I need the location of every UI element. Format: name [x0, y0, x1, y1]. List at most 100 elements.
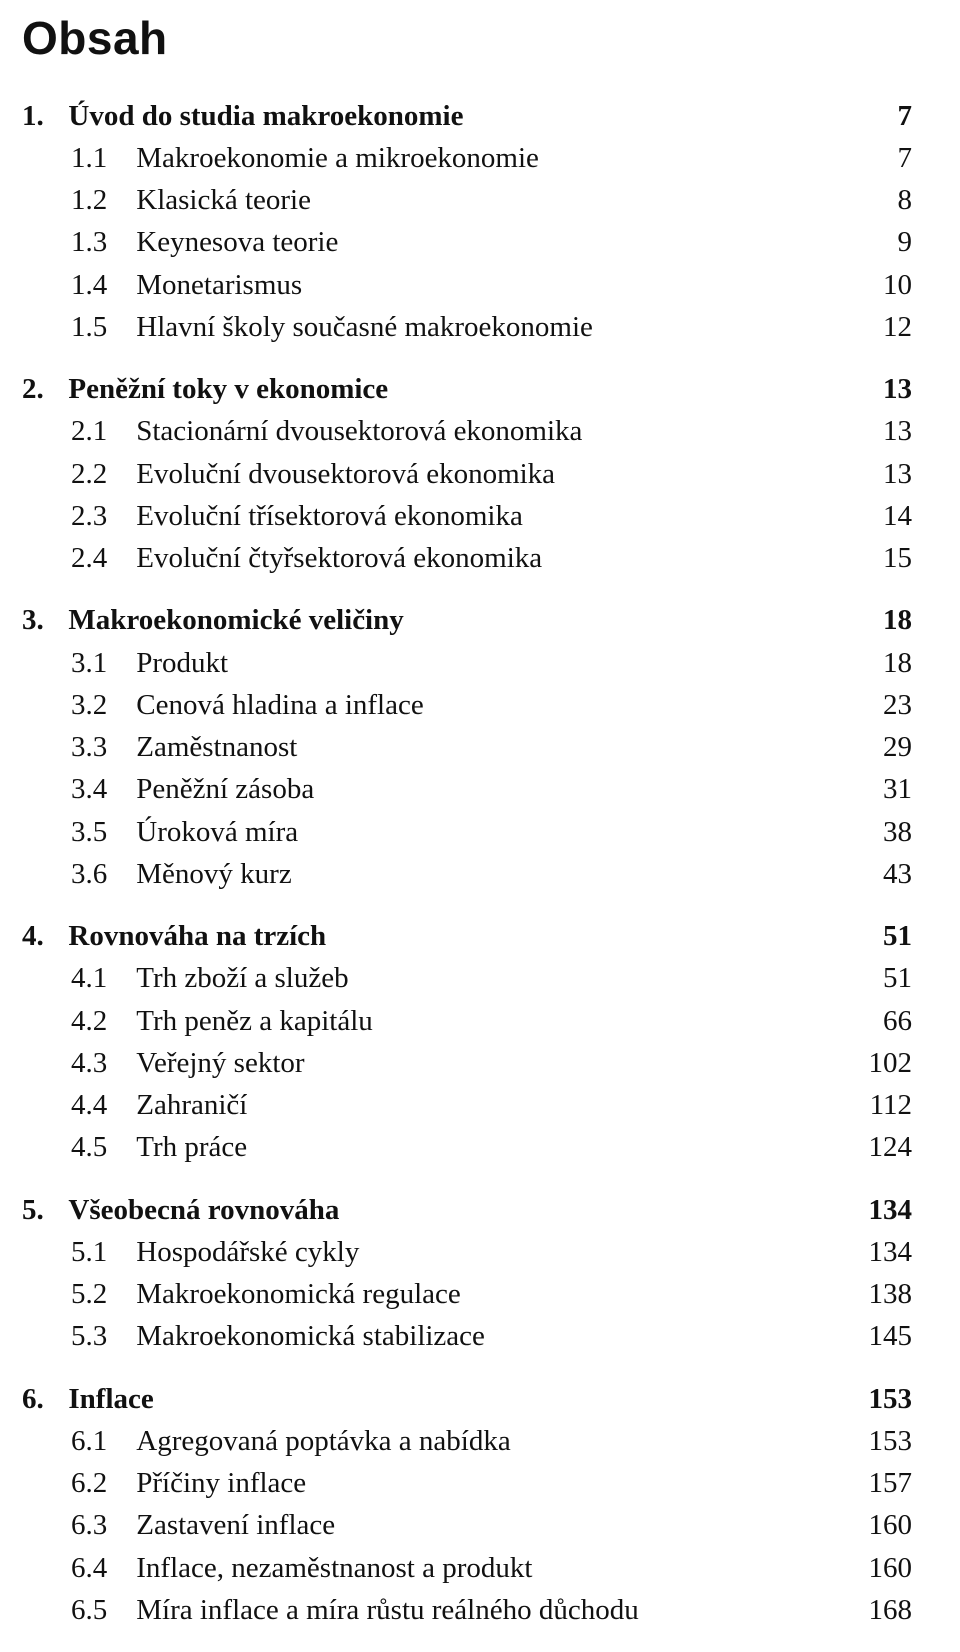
toc-entry-label: Produkt [136, 645, 228, 681]
toc-entry-page: 66 [825, 1003, 912, 1039]
toc-chapter-row: 3.Makroekonomické veličiny18 [22, 602, 912, 638]
toc-sub-row: 6.2Příčiny inflace157 [22, 1465, 912, 1501]
toc-entry-page: 13 [825, 456, 912, 492]
toc-entry-label: Úroková míra [136, 814, 298, 850]
section-gap [22, 898, 912, 912]
toc-entry-page: 138 [825, 1276, 912, 1312]
toc-sub-row: 1.1Makroekonomie a mikroekonomie7 [22, 140, 912, 176]
toc-sub-row: 3.2Cenová hladina a inflace 23 [22, 687, 912, 723]
page-title: Obsah [22, 10, 912, 68]
toc-entry-page: 15 [825, 540, 912, 576]
toc-entry-label: Rovnováha na trzích [68, 918, 326, 954]
toc-entry-number: 5. [22, 1192, 68, 1228]
toc-entry-label: Makroekonomie a mikroekonomie [136, 140, 539, 176]
toc-entry-number: 3.6 [71, 856, 136, 892]
toc-entry-number: 3.4 [71, 771, 136, 807]
toc-entry-page: 9 [825, 224, 912, 260]
toc-entry-label: Trh zboží a služeb [136, 960, 348, 996]
toc-entry-number: 4.2 [71, 1003, 136, 1039]
toc-entry-page: 14 [825, 498, 912, 534]
toc-sub-row: 4.1Trh zboží a služeb51 [22, 960, 912, 996]
toc-entry-label: Stacionární dvousektorová ekonomika [136, 413, 582, 449]
toc-entry-label: Trh práce [136, 1129, 247, 1165]
toc-entry-label: Makroekonomické veličiny [68, 602, 403, 638]
toc-entry-label: Měnový kurz [136, 856, 291, 892]
toc-entry-number: 6.4 [71, 1550, 136, 1586]
section-gap [22, 351, 912, 365]
toc-sub-row: 1.5Hlavní školy současné makroekonomie12 [22, 309, 912, 345]
toc-entry-number: 3.1 [71, 645, 136, 681]
toc-entry-page: 168 [825, 1592, 912, 1628]
toc-sub-row: 1.4Monetarismus 10 [22, 267, 912, 303]
toc-chapter-row: 5.Všeobecná rovnováha134 [22, 1192, 912, 1228]
toc-sub-row: 3.4Peněžní zásoba 31 [22, 771, 912, 807]
toc-entry-page: 31 [825, 771, 912, 807]
toc-entry-number: 1.1 [71, 140, 136, 176]
toc-entry-number: 2.3 [71, 498, 136, 534]
toc-entry-label: Monetarismus [136, 267, 302, 303]
toc-entry-number: 1.3 [71, 224, 136, 260]
toc-sub-row: 1.2Klasická teorie8 [22, 182, 912, 218]
section-gap [22, 582, 912, 596]
toc-sub-row: 3.6Měnový kurz43 [22, 856, 912, 892]
toc-entry-number: 4. [22, 918, 68, 954]
toc-sub-row: 4.3Veřejný sektor102 [22, 1045, 912, 1081]
section-gap [22, 1172, 912, 1186]
toc-entry-page: 10 [825, 267, 912, 303]
toc-entry-page: 51 [825, 918, 912, 954]
toc-chapter-row: 2.Peněžní toky v ekonomice13 [22, 371, 912, 407]
toc-entry-label: Cenová hladina a inflace [136, 687, 423, 723]
toc-entry-page: 13 [825, 413, 912, 449]
toc-chapter-row: 1.Úvod do studia makroekonomie7 [22, 98, 912, 134]
toc-entry-number: 6.3 [71, 1507, 136, 1543]
toc-entry-label: Příčiny inflace [136, 1465, 306, 1501]
toc-entry-page: 160 [825, 1507, 912, 1543]
toc-chapter-row: 6.Inflace153 [22, 1381, 912, 1417]
toc-entry-label: Evoluční třísektorová ekonomika [136, 498, 523, 534]
toc-sub-row: 4.2Trh peněz a kapitálu66 [22, 1003, 912, 1039]
toc-entry-page: 23 [825, 687, 912, 723]
toc-sub-row: 2.4Evoluční čtyřsektorová ekonomika15 [22, 540, 912, 576]
toc-sub-row: 5.3Makroekonomická stabilizace145 [22, 1318, 912, 1354]
toc-entry-label: Keynesova teorie [136, 224, 338, 260]
toc-sub-row: 6.5Míra inflace a míra růstu reálného dů… [22, 1592, 912, 1628]
toc-sub-row: 5.2Makroekonomická regulace 138 [22, 1276, 912, 1312]
toc-entry-number: 5.3 [71, 1318, 136, 1354]
toc-entry-label: Evoluční dvousektorová ekonomika [136, 456, 555, 492]
toc-entry-number: 4.4 [71, 1087, 136, 1123]
toc-entry-page: 160 [825, 1550, 912, 1586]
toc-sub-row: 1.3Keynesova teorie 9 [22, 224, 912, 260]
toc-chapter-row: 4.Rovnováha na trzích 51 [22, 918, 912, 954]
toc-entry-page: 8 [825, 182, 912, 218]
toc-entry-label: Míra inflace a míra růstu reálného důcho… [136, 1592, 638, 1628]
toc-entry-page: 29 [825, 729, 912, 765]
toc-entry-number: 5.2 [71, 1276, 136, 1312]
toc-entry-label: Peněžní zásoba [136, 771, 314, 807]
toc-sub-row: 6.3Zastavení inflace160 [22, 1507, 912, 1543]
toc-entry-number: 1.4 [71, 267, 136, 303]
toc-entry-number: 3. [22, 602, 68, 638]
toc-sub-row: 6.1Agregovaná poptávka a nabídka153 [22, 1423, 912, 1459]
toc-entry-number: 1.2 [71, 182, 136, 218]
toc-entry-page: 102 [825, 1045, 912, 1081]
toc-entry-label: Zahraničí [136, 1087, 247, 1123]
toc-entry-page: 13 [825, 371, 912, 407]
toc-entry-label: Hlavní školy současné makroekonomie [136, 309, 593, 345]
toc-sub-row: 2.2Evoluční dvousektorová ekonomika13 [22, 456, 912, 492]
toc-entry-label: Veřejný sektor [136, 1045, 304, 1081]
toc-entry-number: 6.5 [71, 1592, 136, 1628]
toc-sub-row: 2.3Evoluční třísektorová ekonomika 14 [22, 498, 912, 534]
toc-list: 1.Úvod do studia makroekonomie71.1Makroe… [22, 98, 912, 1629]
toc-entry-number: 3.2 [71, 687, 136, 723]
toc-entry-number: 5.1 [71, 1234, 136, 1270]
toc-entry-page: 12 [825, 309, 912, 345]
toc-entry-number: 3.5 [71, 814, 136, 850]
toc-entry-label: Hospodářské cykly [136, 1234, 359, 1270]
toc-entry-label: Makroekonomická regulace [136, 1276, 461, 1312]
toc-entry-number: 4.5 [71, 1129, 136, 1165]
toc-entry-number: 6. [22, 1381, 68, 1417]
toc-entry-page: 153 [825, 1381, 912, 1417]
toc-sub-row: 4.4Zahraničí112 [22, 1087, 912, 1123]
toc-entry-page: 18 [825, 645, 912, 681]
toc-entry-number: 2.1 [71, 413, 136, 449]
